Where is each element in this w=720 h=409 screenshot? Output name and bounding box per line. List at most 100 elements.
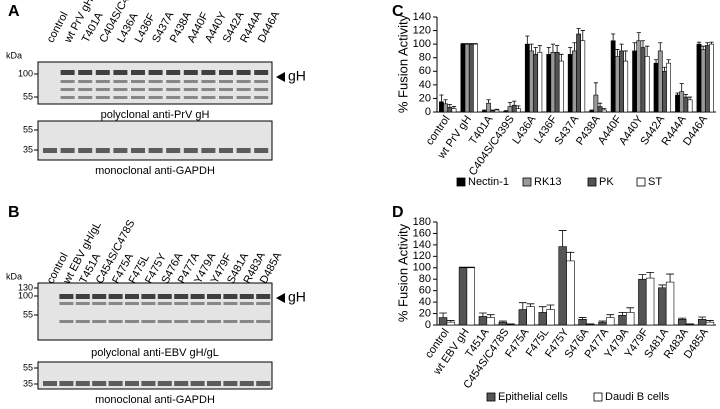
bar <box>473 43 478 113</box>
error-bar <box>459 266 467 268</box>
blot-band <box>207 302 221 305</box>
bar <box>486 317 495 326</box>
blot-band <box>190 381 205 386</box>
bar <box>645 277 655 326</box>
error-bar <box>589 109 594 111</box>
error-bar <box>706 320 714 323</box>
blot-band <box>148 80 163 83</box>
bar <box>700 49 706 113</box>
bar <box>696 43 702 113</box>
bar <box>632 50 637 113</box>
blot-band <box>166 96 181 99</box>
error-bar <box>619 43 624 51</box>
blot-band <box>113 148 128 153</box>
bar <box>438 317 448 326</box>
bar <box>486 102 491 113</box>
y-tick-label: 20 <box>419 92 431 104</box>
blot-band <box>183 148 198 153</box>
bar <box>666 62 672 113</box>
bar <box>705 321 715 326</box>
bar <box>529 50 534 113</box>
blot-band <box>113 96 128 99</box>
error-bar <box>451 106 457 109</box>
blot-band <box>174 320 189 323</box>
error-bar <box>486 314 495 318</box>
error-bar <box>546 304 555 310</box>
blot-band <box>92 294 107 299</box>
blot-band <box>95 70 110 75</box>
bar <box>506 324 515 326</box>
error-bar <box>675 92 680 96</box>
blot-band <box>201 88 216 91</box>
blot-band <box>60 96 75 99</box>
error-bar <box>546 47 551 55</box>
bar <box>618 314 627 326</box>
bar <box>704 45 710 113</box>
blot-band <box>108 320 123 323</box>
blot-band <box>207 381 221 386</box>
bar <box>498 321 508 326</box>
blot-band <box>183 96 198 99</box>
error-bar <box>446 320 455 323</box>
bar <box>494 109 500 113</box>
blot-band <box>125 320 139 323</box>
marker-label: 55 <box>23 309 33 319</box>
blot-band <box>219 70 233 75</box>
error-bar <box>646 271 655 279</box>
legend-label: Nectin-1 <box>468 176 509 188</box>
error-bar <box>580 30 585 41</box>
y-tick-label: 60 <box>419 65 431 77</box>
blot-band <box>223 381 238 386</box>
bar <box>447 106 453 113</box>
error-bar <box>623 50 628 62</box>
error-bar <box>533 47 538 55</box>
error-bar <box>466 266 475 268</box>
blot-band <box>108 302 123 305</box>
blot-band <box>59 294 74 299</box>
blot-band <box>219 88 233 91</box>
bar <box>640 47 646 113</box>
error-bar <box>507 102 513 107</box>
error-bar <box>503 110 508 112</box>
bar <box>546 309 555 326</box>
error-bar <box>615 49 620 57</box>
error-bar <box>516 105 521 109</box>
blot-band <box>254 70 269 75</box>
blot-band <box>166 148 181 153</box>
bar <box>662 70 667 113</box>
legend-swatch <box>636 177 646 187</box>
error-bar <box>658 42 663 51</box>
y-axis-title: % Fusion Activity <box>395 14 410 113</box>
bar <box>683 96 689 113</box>
blot-band <box>183 70 198 75</box>
error-bar <box>705 42 710 46</box>
blot-band <box>113 70 128 75</box>
error-bar <box>498 320 507 323</box>
error-bar <box>597 102 603 107</box>
blot-band <box>256 320 271 323</box>
y-tick-label: 0 <box>425 106 431 118</box>
bar <box>507 106 513 113</box>
bar <box>554 51 560 113</box>
bar <box>524 43 530 113</box>
band-arrow <box>276 293 285 303</box>
blot-band <box>131 148 145 153</box>
error-bar <box>611 33 616 41</box>
legend-swatch <box>456 177 466 187</box>
blot-band <box>125 294 139 299</box>
error-bar <box>602 108 607 110</box>
blot-band <box>108 381 123 386</box>
error-bar <box>559 53 564 62</box>
blot-band <box>60 88 75 91</box>
blot-band <box>174 302 189 305</box>
legend-label: ST <box>648 176 662 188</box>
blot-band <box>219 148 233 153</box>
blot-band <box>59 381 74 386</box>
blot-band <box>207 294 221 299</box>
marker-label: 55 <box>23 362 33 372</box>
legend-swatch <box>522 177 532 187</box>
blot-band <box>239 294 254 299</box>
error-bar <box>636 32 641 41</box>
blot-band <box>148 148 163 153</box>
y-tick-label: 140 <box>413 239 431 251</box>
